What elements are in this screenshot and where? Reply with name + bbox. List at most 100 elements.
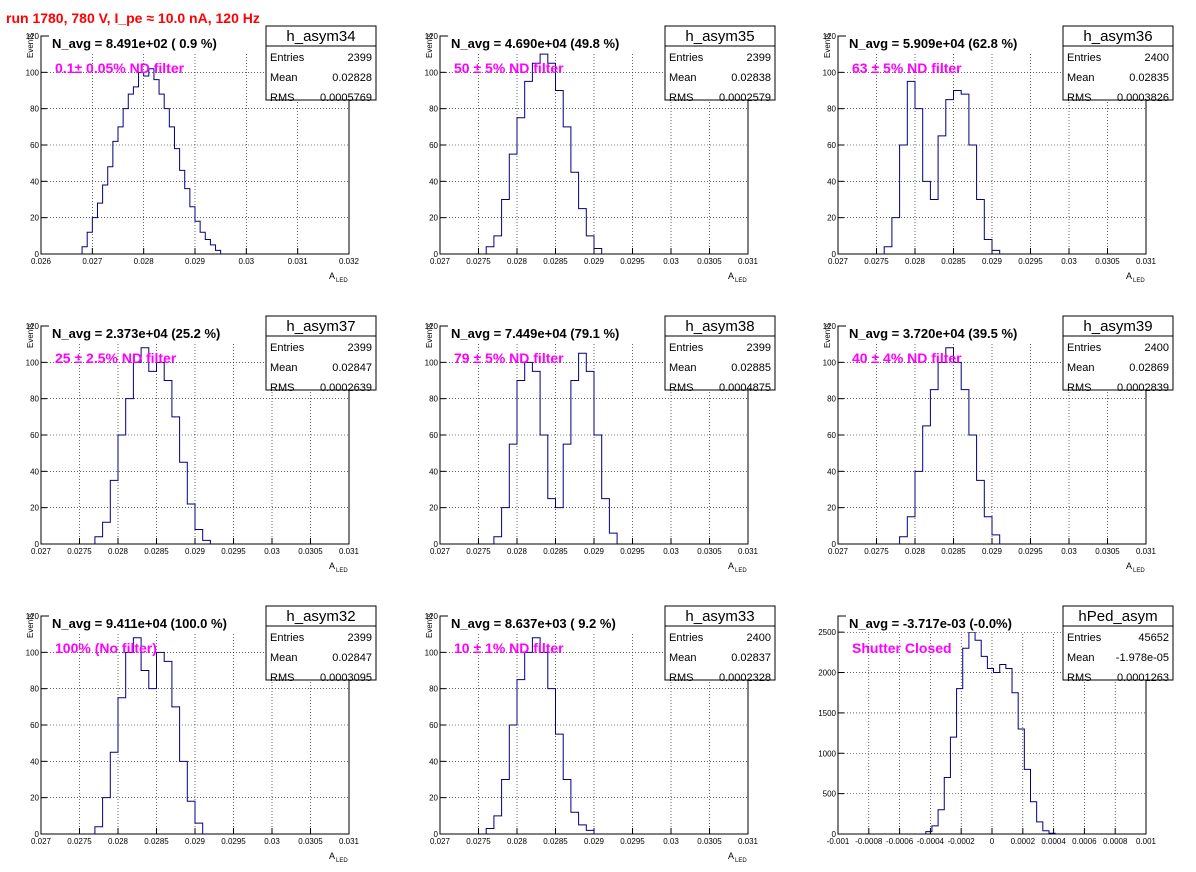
- x-tick-label: 0.027: [430, 547, 451, 556]
- histogram-panel-h_asym33: 0.027 0.0275 0.028 0.0285 0.029 0.0295 0.03 0.0…: [425, 605, 776, 864]
- x-tick-label: 0.0275: [864, 257, 889, 266]
- y-tick-label: 80: [429, 105, 438, 114]
- x-tick-label: 0.029: [584, 837, 605, 846]
- stats-value-entries: 2400: [1145, 52, 1169, 64]
- stats-value-mean: 0.02837: [731, 652, 771, 664]
- x-tick-label: 0.027: [31, 837, 52, 846]
- x-tick-label: 0.031: [339, 837, 360, 846]
- x-tick-label: 0.0275: [864, 547, 889, 556]
- title-background: [49, 324, 267, 342]
- y-tick-label: 0: [35, 830, 40, 839]
- x-axis-label-subscript: LED: [1133, 568, 1145, 574]
- histogram-name: h_asym36: [1083, 28, 1152, 45]
- y-tick-label: 100: [26, 648, 40, 657]
- x-axis-label-subscript: LED: [735, 278, 747, 284]
- y-tick-label: 20: [30, 504, 39, 513]
- y-tick-label: 100: [26, 358, 40, 367]
- y-tick-label: 40: [30, 177, 39, 186]
- x-axis-label: A: [329, 851, 335, 861]
- x-tick-label: 0.03: [264, 837, 280, 846]
- x-axis-label-subscript: LED: [735, 568, 747, 574]
- x-tick-label: 0.031: [1136, 547, 1157, 556]
- stats-label-entries: Entries: [270, 632, 305, 644]
- y-tick-label: 60: [429, 431, 438, 440]
- stats-label-mean: Mean: [270, 72, 298, 84]
- stats-value-entries: 2399: [747, 342, 771, 354]
- x-tick-label: 0.0004: [1041, 837, 1066, 846]
- x-tick-label: 0.0295: [221, 837, 246, 846]
- stats-box: [265, 315, 377, 391]
- x-tick-label: 0.027: [82, 257, 103, 266]
- x-tick-label: 0.0295: [221, 547, 246, 556]
- stats-value-entries: 2399: [747, 52, 771, 64]
- histogram-line: [81, 68, 222, 254]
- x-tick-label: 0.0002: [1011, 837, 1036, 846]
- x-tick-label: 0.028: [134, 257, 155, 266]
- y-tick-label: 100: [823, 68, 837, 77]
- y-tick-label: 120: [823, 32, 837, 41]
- y-tick-label: 20: [429, 214, 438, 223]
- y-axis-label: Events: [425, 34, 434, 58]
- histogram-name: hPed_asym: [1078, 608, 1157, 625]
- stats-value-mean: 0.02828: [332, 72, 372, 84]
- x-tick-label: -0.001: [827, 837, 850, 846]
- x-tick-label: 0.03: [264, 547, 280, 556]
- stats-value-entries: 2400: [1145, 342, 1169, 354]
- y-tick-label: 100: [823, 358, 837, 367]
- stats-label-rms: RMS: [270, 92, 294, 104]
- x-tick-label: 0.0295: [620, 837, 645, 846]
- y-tick-label: 60: [827, 431, 836, 440]
- y-tick-label: 80: [827, 105, 836, 114]
- histogram-name: h_asym35: [685, 28, 754, 45]
- x-tick-label: 0.031: [339, 547, 360, 556]
- panel-title: N_avg = 3.720e+04 (39.5 %): [849, 326, 1017, 341]
- stats-label-mean: Mean: [1067, 72, 1095, 84]
- title-background: [49, 614, 267, 632]
- y-tick-label: 120: [26, 612, 40, 621]
- stats-label-entries: Entries: [669, 632, 704, 644]
- stats-label-rms: RMS: [1067, 92, 1091, 104]
- stats-value-rms: 0.0002839: [1117, 382, 1169, 394]
- x-tick-label: 0.0305: [1095, 547, 1120, 556]
- panel-title: N_avg = 2.373e+04 (25.2 %): [52, 326, 220, 341]
- x-tick-label: 0.0285: [543, 837, 568, 846]
- histogram-name: h_asym32: [286, 608, 355, 625]
- histogram-name: h_asym38: [685, 318, 754, 335]
- x-tick-label: 0.0305: [298, 837, 323, 846]
- y-tick-label: 60: [30, 431, 39, 440]
- x-tick-label: 0.027: [31, 547, 52, 556]
- panel-title: N_avg = 4.690e+04 (49.8 %): [451, 36, 619, 51]
- x-tick-label: 0.031: [288, 257, 309, 266]
- stats-value-entries: 2399: [348, 632, 372, 644]
- x-tick-label: 0.03: [663, 257, 679, 266]
- x-tick-label: -0.0002: [948, 837, 976, 846]
- stats-value-rms: 0.0002328: [719, 672, 771, 684]
- stats-box: [265, 25, 377, 101]
- y-tick-label: 500: [823, 790, 837, 799]
- stats-box: [265, 605, 377, 681]
- x-axis-label-subscript: LED: [735, 858, 747, 864]
- stats-label-entries: Entries: [1067, 632, 1102, 644]
- y-tick-label: 80: [827, 395, 836, 404]
- x-tick-label: 0.0305: [1095, 257, 1120, 266]
- x-tick-label: 0.03: [663, 547, 679, 556]
- x-tick-label: 0.027: [828, 547, 849, 556]
- histogram-panel-h_asym39: 0.027 0.0275 0.028 0.0285 0.029 0.0295 0.03 0.0…: [823, 315, 1174, 574]
- x-tick-label: 0.0275: [466, 257, 491, 266]
- y-tick-label: 0: [832, 540, 837, 549]
- stats-value-rms: 0.0002639: [320, 382, 372, 394]
- stats-label-entries: Entries: [1067, 342, 1102, 354]
- x-axis-label-subscript: LED: [336, 278, 348, 284]
- x-tick-label: 0.029: [982, 257, 1003, 266]
- x-axis-label: A: [728, 271, 734, 281]
- stats-label-mean: Mean: [669, 72, 697, 84]
- y-tick-label: 120: [823, 322, 837, 331]
- stats-value-mean: 0.02838: [731, 72, 771, 84]
- stats-value-rms: 0.0003826: [1117, 92, 1169, 104]
- y-axis-label: Events: [425, 614, 434, 638]
- stats-label-rms: RMS: [669, 382, 693, 394]
- x-tick-label: 0.026: [31, 257, 52, 266]
- x-tick-label: 0.028: [507, 547, 528, 556]
- y-tick-label: 80: [429, 395, 438, 404]
